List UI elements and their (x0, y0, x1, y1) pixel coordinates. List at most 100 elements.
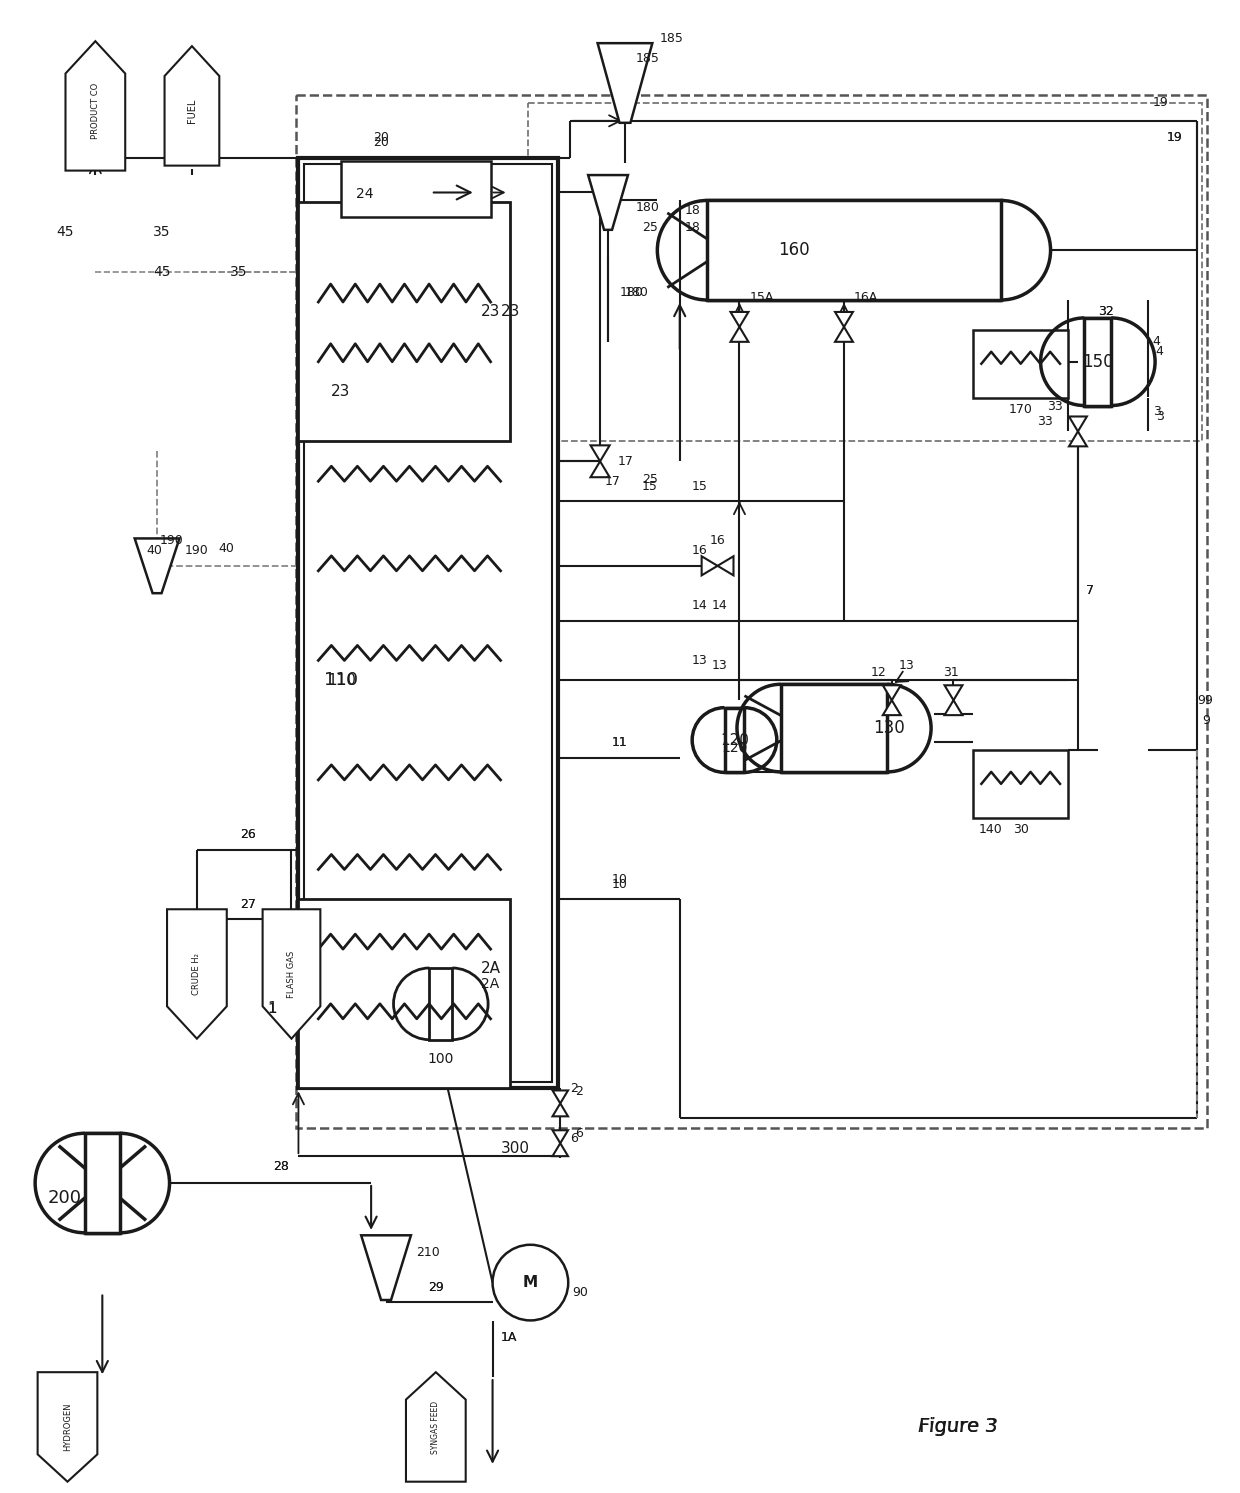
Text: 31: 31 (942, 666, 959, 679)
Text: 16: 16 (709, 534, 725, 548)
Text: 3: 3 (1156, 411, 1163, 423)
Polygon shape (718, 557, 734, 575)
Polygon shape (135, 539, 180, 593)
Text: 4: 4 (1153, 336, 1161, 348)
Text: 29: 29 (428, 1281, 444, 1294)
Polygon shape (167, 909, 227, 1039)
Polygon shape (553, 1103, 568, 1117)
Text: 27: 27 (239, 897, 255, 911)
Text: 17: 17 (605, 475, 621, 488)
Bar (84, 1133, 120, 1233)
Text: 40: 40 (218, 542, 234, 555)
Text: 1: 1 (268, 1002, 277, 1015)
Text: 3: 3 (1153, 405, 1161, 418)
Polygon shape (1069, 431, 1087, 446)
Text: 14: 14 (712, 599, 728, 612)
Text: FUEL: FUEL (187, 99, 197, 122)
Text: 2: 2 (570, 1082, 578, 1094)
Polygon shape (405, 1372, 466, 1481)
Text: 16A: 16A (854, 291, 878, 303)
Text: 19: 19 (1167, 131, 1183, 145)
Bar (707, 200, 1001, 300)
Text: 4: 4 (1156, 345, 1163, 358)
Polygon shape (553, 1130, 568, 1144)
Polygon shape (702, 557, 718, 575)
Text: 26: 26 (239, 829, 255, 841)
Text: 150: 150 (1083, 352, 1114, 370)
Text: 35: 35 (229, 266, 248, 279)
Text: 2: 2 (575, 1085, 583, 1097)
Polygon shape (263, 909, 320, 1039)
Text: 110: 110 (327, 673, 356, 688)
Text: 160: 160 (779, 242, 810, 260)
Text: 1: 1 (267, 1002, 277, 1017)
Polygon shape (66, 42, 125, 170)
Text: 180: 180 (620, 285, 644, 299)
Text: 25: 25 (642, 221, 658, 234)
Polygon shape (835, 312, 853, 327)
Text: 15: 15 (642, 479, 657, 493)
Text: 130: 130 (873, 720, 905, 738)
Text: 45: 45 (57, 225, 74, 239)
Text: 32: 32 (1097, 306, 1114, 318)
Text: Figure 3: Figure 3 (919, 1417, 998, 1436)
Text: 23: 23 (481, 305, 500, 320)
Text: 24: 24 (356, 188, 373, 202)
Polygon shape (553, 1144, 568, 1156)
Polygon shape (730, 312, 749, 327)
Text: 13: 13 (712, 658, 728, 672)
Text: Figure 3: Figure 3 (919, 1417, 998, 1436)
Text: PRODUCT CO: PRODUCT CO (91, 82, 100, 139)
Text: CRUDE H₂: CRUDE H₂ (192, 953, 201, 994)
Text: 28: 28 (274, 1160, 289, 1172)
Polygon shape (835, 327, 853, 342)
Bar (299, 899, 511, 1088)
Polygon shape (883, 685, 900, 700)
Text: 2A: 2A (481, 976, 498, 991)
Text: 13: 13 (899, 658, 914, 672)
Text: 6: 6 (575, 1127, 583, 1139)
Polygon shape (945, 685, 962, 700)
Text: 9: 9 (1198, 694, 1205, 706)
Text: 30: 30 (1013, 823, 1029, 836)
Text: 13: 13 (692, 654, 708, 667)
Text: 14: 14 (692, 599, 708, 612)
Bar (724, 708, 744, 772)
Polygon shape (37, 1372, 98, 1481)
Text: 1A: 1A (501, 1330, 517, 1344)
Text: 100: 100 (428, 1051, 454, 1066)
Text: 9: 9 (1203, 714, 1210, 727)
Bar (528, 103, 1203, 442)
Text: 6: 6 (570, 1132, 578, 1145)
Text: 210: 210 (415, 1247, 440, 1259)
Text: 7: 7 (1086, 584, 1094, 597)
Text: 27: 27 (239, 897, 255, 911)
Text: 19: 19 (1167, 131, 1183, 145)
Polygon shape (361, 1235, 410, 1300)
Text: 33: 33 (1038, 415, 1053, 428)
Polygon shape (588, 175, 627, 230)
Text: 110: 110 (324, 672, 358, 690)
Text: 185: 185 (636, 52, 660, 64)
Bar (299, 158, 558, 1088)
Text: 40: 40 (146, 545, 162, 557)
Polygon shape (590, 461, 610, 478)
Bar (781, 684, 888, 772)
Circle shape (492, 1245, 568, 1320)
Text: 1A: 1A (501, 1330, 517, 1344)
Text: 10: 10 (613, 873, 627, 885)
Text: 170: 170 (1009, 403, 1033, 417)
Text: 9: 9 (1204, 694, 1213, 706)
Text: 120: 120 (722, 741, 748, 755)
Text: SYNGAS FEED: SYNGAS FEED (432, 1400, 440, 1454)
Text: 140: 140 (978, 823, 1003, 836)
Text: 18: 18 (684, 221, 701, 234)
Text: FLASH GAS: FLASH GAS (286, 951, 296, 997)
Text: 12: 12 (870, 666, 887, 679)
Text: 11: 11 (613, 736, 627, 748)
Text: 16: 16 (692, 545, 708, 557)
Polygon shape (945, 700, 962, 715)
Text: 17: 17 (618, 455, 634, 467)
Text: 185: 185 (660, 31, 683, 45)
Bar (973, 749, 1068, 818)
